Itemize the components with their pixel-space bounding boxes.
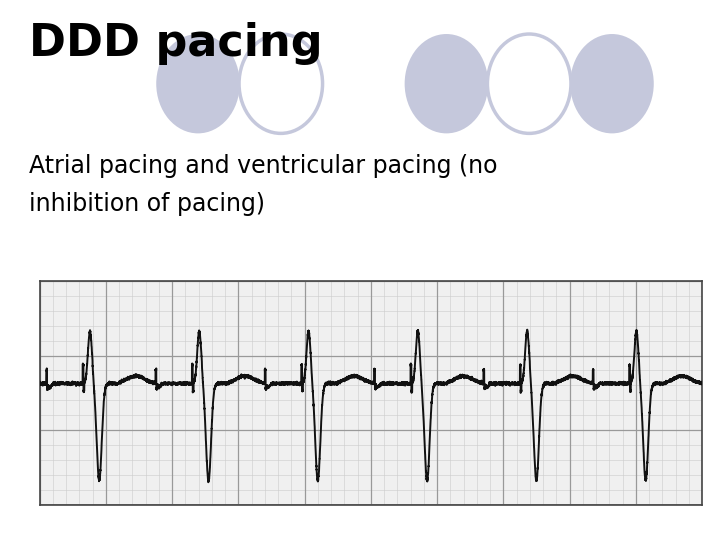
Text: DDD pacing: DDD pacing — [29, 22, 323, 65]
Ellipse shape — [156, 34, 240, 133]
Ellipse shape — [405, 34, 488, 133]
Ellipse shape — [239, 34, 323, 133]
Ellipse shape — [487, 34, 571, 133]
Text: inhibition of pacing): inhibition of pacing) — [29, 192, 265, 215]
Ellipse shape — [570, 34, 654, 133]
Text: Atrial pacing and ventricular pacing (no: Atrial pacing and ventricular pacing (no — [29, 154, 498, 178]
